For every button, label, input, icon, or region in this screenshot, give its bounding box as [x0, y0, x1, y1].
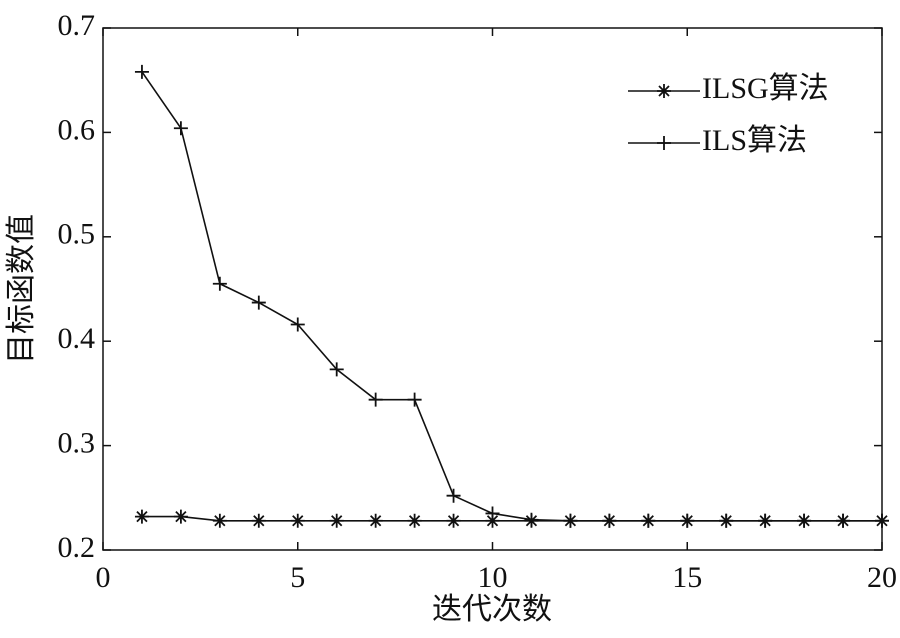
marker — [368, 392, 383, 407]
marker — [173, 509, 188, 524]
marker — [875, 513, 889, 528]
legend-label: ILS算法 — [702, 124, 807, 157]
y-tick-label: 0.4 — [58, 322, 96, 355]
legend-marker — [657, 136, 671, 150]
marker — [134, 64, 149, 79]
marker — [212, 276, 227, 291]
y-tick-label: 0.5 — [58, 218, 96, 251]
marker — [680, 513, 695, 528]
marker — [290, 513, 305, 528]
marker — [758, 513, 773, 528]
marker — [563, 513, 578, 528]
x-axis-label: 迭代次数 — [432, 593, 552, 626]
x-tick-label: 10 — [478, 561, 508, 594]
marker — [485, 506, 500, 521]
marker — [251, 295, 266, 310]
marker — [719, 513, 734, 528]
legend-marker — [657, 84, 671, 98]
x-tick-label: 5 — [290, 561, 305, 594]
marker — [446, 488, 461, 503]
marker — [602, 513, 617, 528]
marker — [368, 513, 383, 528]
marker — [524, 512, 539, 527]
marker — [797, 513, 812, 528]
marker — [329, 513, 344, 528]
x-tick-label: 0 — [96, 561, 111, 594]
marker — [407, 513, 422, 528]
x-tick-label: 15 — [672, 561, 702, 594]
marker — [212, 513, 227, 528]
y-tick-label: 0.7 — [58, 9, 96, 42]
marker — [641, 513, 656, 528]
marker — [446, 513, 461, 528]
y-tick-label: 0.2 — [58, 531, 96, 564]
marker — [173, 121, 188, 136]
marker — [485, 513, 500, 528]
legend-label: ILSG算法 — [702, 72, 829, 105]
marker — [836, 513, 851, 528]
marker — [251, 513, 266, 528]
marker — [134, 509, 149, 524]
y-axis-label: 目标函数值 — [5, 214, 38, 364]
marker — [290, 317, 305, 332]
x-tick-label: 20 — [867, 561, 897, 594]
marker — [407, 392, 422, 407]
marker — [329, 362, 344, 377]
y-tick-label: 0.6 — [58, 113, 96, 146]
y-tick-label: 0.3 — [58, 426, 96, 459]
